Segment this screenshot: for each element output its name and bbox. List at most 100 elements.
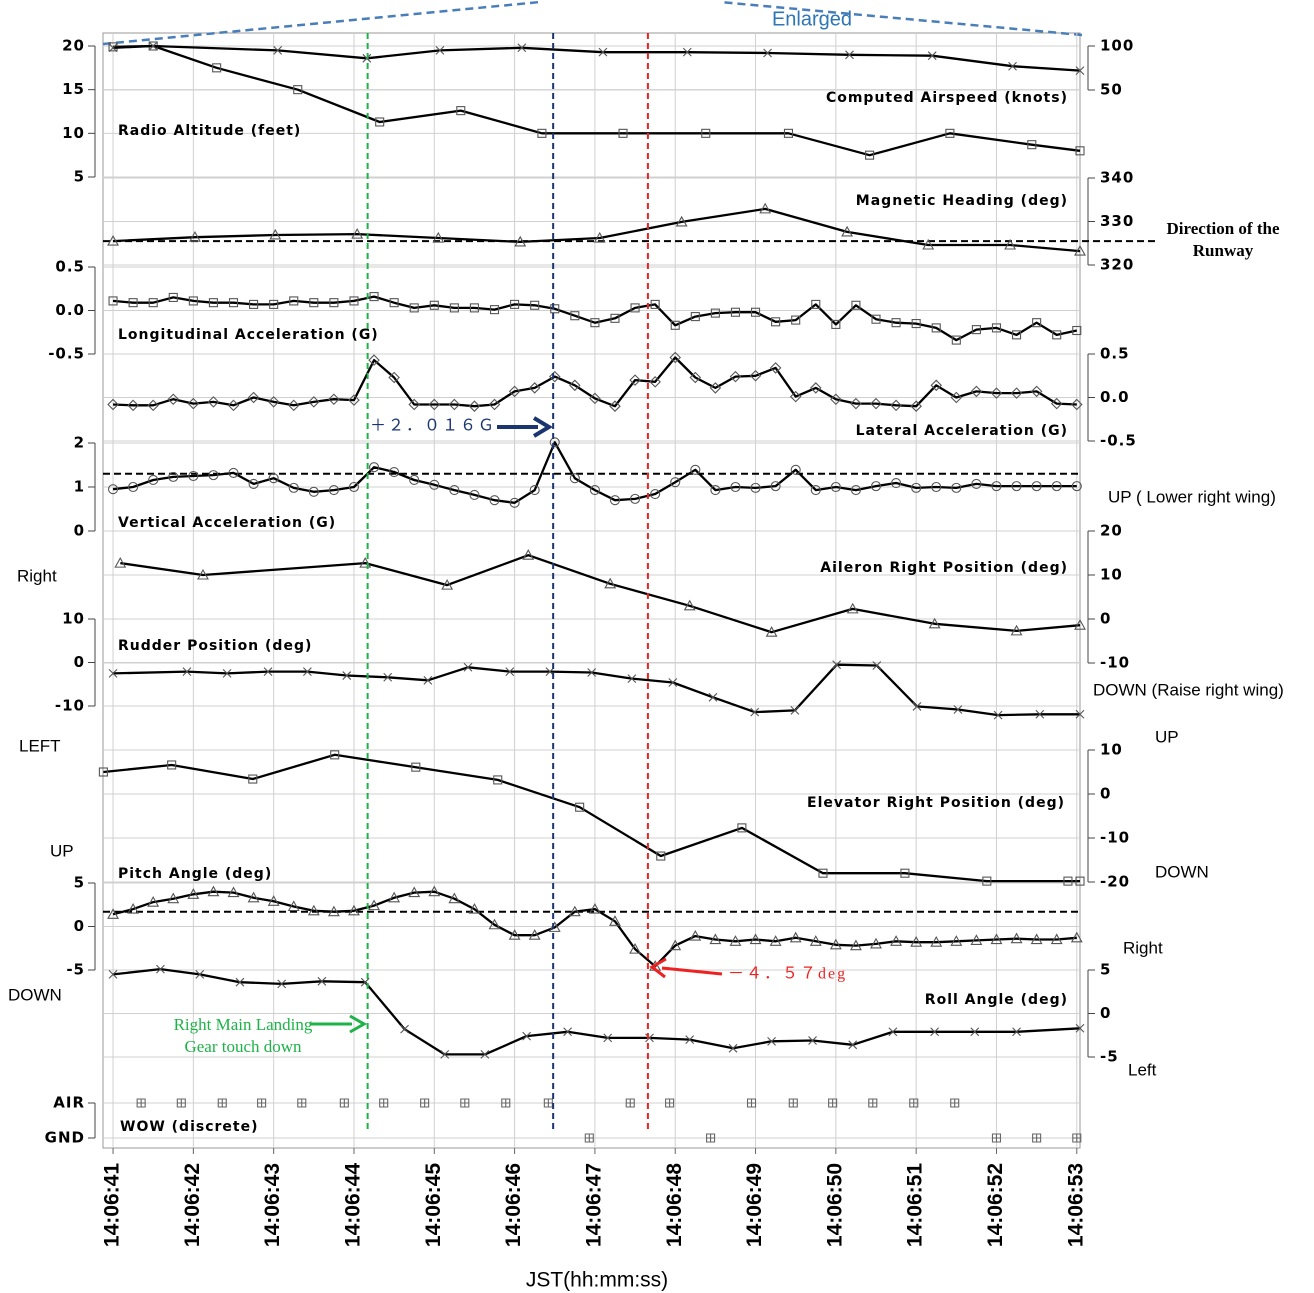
data-point xyxy=(432,231,445,243)
data-point xyxy=(330,750,340,760)
x-tick-label: 14:06:52 xyxy=(984,1163,1007,1247)
series-label: Computed Airspeed (knots) xyxy=(826,90,1068,106)
data-point xyxy=(428,885,441,897)
data-point xyxy=(522,549,535,560)
y-tick-label: 2 xyxy=(74,434,85,452)
data-point xyxy=(728,1043,738,1053)
data-point xyxy=(971,325,981,335)
x-axis-label: JST(hh:mm:ss) xyxy=(526,1269,668,1292)
data-point xyxy=(706,1133,716,1143)
y-tick-label: 0.0 xyxy=(1100,388,1130,406)
data-point xyxy=(108,43,118,53)
data-point xyxy=(489,305,500,315)
data-point xyxy=(289,296,299,306)
data-point xyxy=(970,1027,980,1037)
data-point xyxy=(710,485,721,496)
series-line xyxy=(112,441,1077,504)
data-point xyxy=(167,892,180,904)
data-point xyxy=(127,399,139,412)
data-point xyxy=(811,299,821,309)
data-point xyxy=(167,393,180,406)
data-point xyxy=(831,319,841,329)
data-point xyxy=(846,602,859,614)
data-point xyxy=(865,150,875,160)
data-point xyxy=(982,876,992,886)
data-point xyxy=(951,335,961,345)
data-point xyxy=(249,299,259,309)
data-point xyxy=(750,307,761,317)
data-point xyxy=(522,1031,532,1041)
side-label: UP xyxy=(50,841,74,860)
data-point xyxy=(228,467,239,478)
data-point xyxy=(508,929,521,940)
data-point xyxy=(423,675,433,685)
data-point xyxy=(630,493,641,504)
data-point xyxy=(529,485,540,496)
data-point xyxy=(970,934,983,945)
y-tick-label: 320 xyxy=(1100,256,1134,274)
data-point xyxy=(369,462,380,473)
data-point xyxy=(690,312,700,322)
arrow-head xyxy=(532,416,553,438)
data-point xyxy=(217,1098,227,1108)
data-point xyxy=(993,710,1003,720)
data-point xyxy=(207,885,220,897)
series-line xyxy=(112,663,1080,717)
data-point xyxy=(950,1098,960,1108)
data-point xyxy=(930,1027,940,1037)
data-point xyxy=(750,707,760,717)
data-point xyxy=(508,385,521,398)
data-point xyxy=(629,374,641,386)
data-point xyxy=(328,393,340,406)
data-point xyxy=(749,369,762,382)
data-point xyxy=(729,370,742,383)
data-point xyxy=(682,47,692,57)
data-point xyxy=(788,1098,798,1108)
data-point xyxy=(690,464,701,475)
data-point xyxy=(618,128,628,138)
y-tick-label: -5 xyxy=(1100,1048,1119,1066)
data-point xyxy=(1074,244,1086,256)
side-label: DOWN xyxy=(1155,862,1209,881)
y-tick-label: 0.0 xyxy=(55,301,85,319)
data-point xyxy=(790,705,800,715)
data-point xyxy=(207,396,220,408)
data-point xyxy=(1051,481,1062,492)
data-point xyxy=(550,304,560,314)
data-point xyxy=(429,479,440,490)
data-point xyxy=(818,868,828,878)
series-line xyxy=(112,967,1081,1056)
data-point xyxy=(769,935,782,946)
data-point xyxy=(1010,624,1023,636)
data-point xyxy=(247,391,260,404)
x-tick-label: 14:06:50 xyxy=(823,1163,846,1247)
data-point xyxy=(771,317,781,327)
y-tick-label: 10 xyxy=(1100,566,1123,584)
data-point xyxy=(148,474,159,486)
y-tick-label: 330 xyxy=(1100,212,1134,230)
data-point xyxy=(589,392,601,405)
data-point xyxy=(656,851,666,861)
y-tick-label: -0.5 xyxy=(1100,432,1137,450)
data-point xyxy=(609,915,621,926)
data-point xyxy=(789,390,802,403)
data-point xyxy=(441,578,454,590)
zoom-line xyxy=(102,0,541,46)
x-tick-label: 14:06:49 xyxy=(743,1163,766,1247)
y-tick-label: 10 xyxy=(1100,741,1123,759)
data-point xyxy=(127,902,140,914)
data-point xyxy=(729,935,742,946)
side-label: UP xyxy=(1155,727,1179,746)
data-point xyxy=(182,667,192,677)
data-point xyxy=(488,398,501,411)
data-point xyxy=(463,662,473,672)
data-point xyxy=(257,1098,267,1108)
reference-label: Direction of the Runway xyxy=(1166,219,1280,260)
data-point xyxy=(990,933,1003,945)
data-point xyxy=(408,886,421,898)
data-point xyxy=(530,300,540,310)
data-point xyxy=(950,391,963,404)
data-point xyxy=(549,437,560,448)
side-label: LEFT xyxy=(19,736,61,755)
data-point xyxy=(480,1050,490,1059)
